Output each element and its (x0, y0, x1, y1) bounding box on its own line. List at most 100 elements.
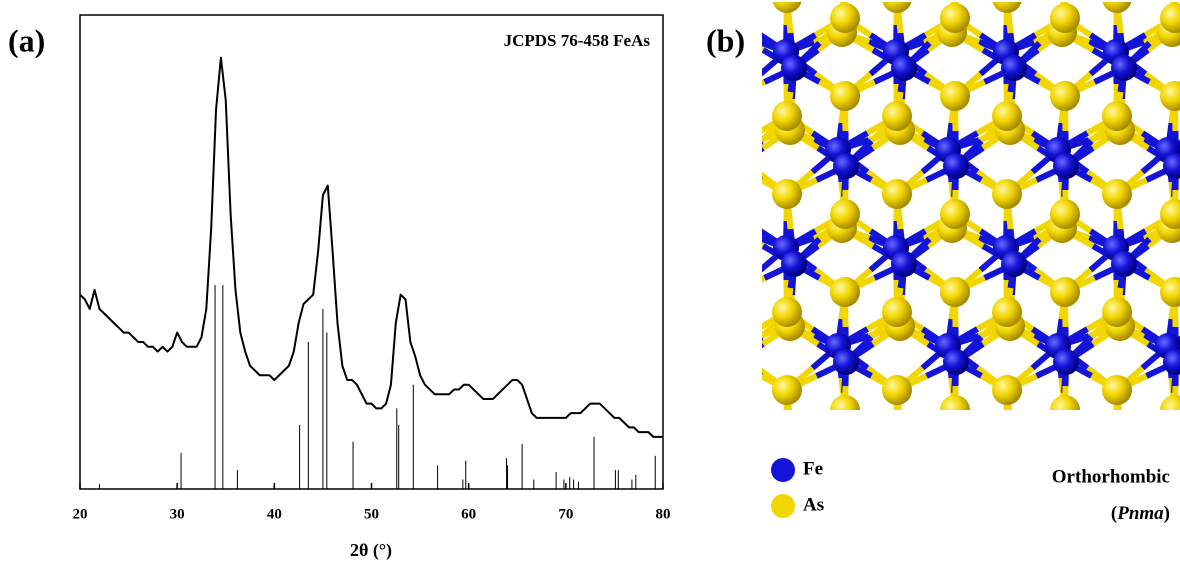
as-atom (665, 115, 695, 145)
fe-atom (943, 349, 969, 375)
bond (1148, 424, 1172, 442)
bond (926, 410, 956, 427)
as-atom (882, 0, 912, 13)
bond (736, 166, 762, 180)
bond (1062, 424, 1093, 442)
bond (1124, 442, 1148, 460)
as-atom (720, 81, 750, 111)
bond (875, 460, 905, 474)
as-atom (1160, 395, 1180, 425)
bond (676, 42, 704, 52)
x-tick-label: 60 (461, 506, 476, 522)
bond (1174, 0, 1176, 1)
bond (1175, 466, 1180, 488)
fe-atom (715, 137, 741, 163)
caption: Orthorhombic (1052, 466, 1170, 487)
bond (1010, 491, 1012, 522)
bond (1006, 434, 1034, 444)
bond (818, 424, 842, 442)
fe-atom (663, 39, 689, 65)
bond (680, 326, 704, 336)
as-atom (885, 507, 915, 537)
space-group-symbol: Pnma (1116, 503, 1164, 524)
bond (896, 434, 924, 444)
as-atom (882, 375, 912, 405)
as-atom (830, 277, 860, 307)
bond (734, 0, 736, 1)
bond (706, 74, 736, 96)
as-atom (1050, 199, 1080, 229)
as-atom (830, 81, 860, 111)
bond (952, 424, 979, 434)
bond (791, 425, 795, 460)
as-atom (882, 101, 912, 131)
bond (900, 491, 902, 522)
bond (1146, 410, 1176, 427)
as-atom (1050, 395, 1080, 425)
bond (873, 442, 904, 460)
bond (1011, 425, 1015, 460)
fe-atom (1001, 251, 1027, 277)
fe-atom (773, 431, 799, 457)
bond (871, 444, 897, 466)
bond (676, 231, 706, 248)
bond (1116, 427, 1146, 444)
bond (732, 0, 736, 18)
bond (902, 460, 904, 491)
bond (704, 336, 728, 346)
x-tick-label: 80 (656, 506, 671, 522)
as-atom (1102, 179, 1132, 209)
bond (684, 264, 710, 278)
xrd-pattern (80, 58, 663, 437)
bond (728, 346, 732, 378)
bond (684, 68, 710, 82)
as-atom (830, 199, 860, 229)
fe-atom (833, 349, 859, 375)
bond (728, 133, 758, 150)
fe-atom (1001, 55, 1027, 81)
fe-atom (943, 153, 969, 179)
fe-atom (671, 251, 697, 277)
bond (736, 327, 737, 362)
bond (736, 141, 762, 166)
as-atom (882, 179, 912, 209)
bond (728, 150, 758, 172)
bond (816, 410, 846, 427)
bond (682, 68, 684, 99)
bond (736, 337, 762, 362)
bond (1038, 424, 1062, 442)
bond (820, 410, 846, 435)
bond (676, 52, 706, 74)
panel-label: (b) (706, 22, 745, 58)
as-atom (1050, 81, 1080, 111)
bond (845, 474, 875, 488)
as-atom (830, 395, 860, 425)
fe-atom (891, 447, 917, 473)
bond (735, 190, 736, 214)
bond (735, 292, 736, 327)
bond (735, 270, 761, 292)
bond (1014, 435, 1040, 460)
bond (820, 474, 846, 488)
bond (845, 466, 871, 488)
bond (735, 214, 761, 231)
bond (732, 393, 734, 424)
legend-swatch (771, 458, 795, 482)
bond (704, 140, 728, 150)
bond (842, 424, 873, 442)
as-atom (827, 409, 857, 439)
bond (761, 427, 787, 444)
fe-atom (781, 251, 807, 277)
legend-label: As (803, 494, 824, 515)
bond (735, 386, 736, 410)
bond (844, 0, 846, 1)
bond (1091, 427, 1117, 444)
bond (869, 434, 896, 444)
bond (1144, 424, 1172, 434)
as-atom (1102, 375, 1132, 405)
bond (684, 246, 708, 264)
bond (736, 131, 737, 166)
bond (710, 278, 736, 292)
bond (924, 424, 952, 434)
bond (732, 424, 759, 434)
